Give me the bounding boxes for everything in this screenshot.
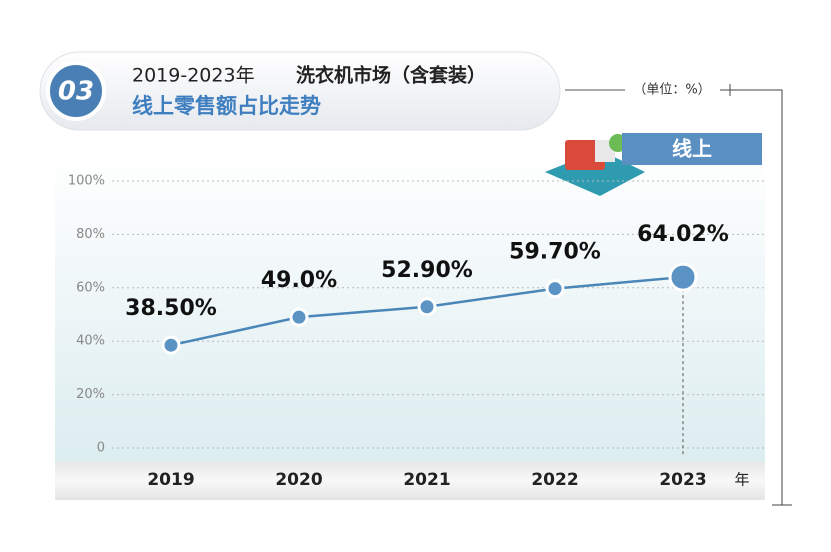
x-tick-label: 2019 bbox=[147, 470, 194, 490]
unit: （单位：%） bbox=[633, 83, 710, 98]
point bbox=[417, 297, 437, 317]
value-label: 52.90% bbox=[381, 258, 473, 283]
point bbox=[289, 307, 309, 327]
series-box bbox=[622, 133, 762, 165]
y-tick-label: 60% bbox=[76, 280, 105, 295]
point bbox=[668, 262, 698, 292]
value-label: 49.0% bbox=[261, 268, 337, 293]
y-tick-label: 100% bbox=[68, 174, 105, 189]
y-tick-label: 20% bbox=[76, 387, 105, 402]
y-tick-label: 0 bbox=[97, 441, 105, 456]
badge: 03 bbox=[58, 77, 94, 107]
y-tick-label: 80% bbox=[76, 227, 105, 242]
badge-circle bbox=[46, 61, 106, 121]
y-tick-label: 40% bbox=[76, 334, 105, 349]
x-tick-label: 2023 bbox=[659, 470, 706, 490]
point bbox=[161, 335, 181, 355]
point bbox=[545, 279, 565, 299]
plot-background bbox=[55, 150, 765, 462]
title: 2019-2023年 bbox=[132, 65, 255, 87]
value-label: 59.70% bbox=[509, 240, 601, 265]
x-tick-label: 2021 bbox=[403, 470, 450, 490]
bracket bbox=[720, 84, 792, 506]
value-label: 38.50% bbox=[125, 296, 217, 321]
x-axis-band bbox=[55, 462, 765, 500]
title-highlight: 洗衣机市场（含套装） bbox=[296, 64, 486, 87]
x-axis-label: 年 bbox=[734, 471, 749, 489]
series-label: 线上 bbox=[672, 137, 712, 161]
x-tick-label: 2020 bbox=[275, 470, 322, 490]
x-tick-label: 2022 bbox=[531, 470, 578, 490]
value-label: 64.02% bbox=[637, 222, 729, 247]
subtitle: 线上零售额占比走势 bbox=[132, 94, 321, 118]
header-pill bbox=[39, 51, 561, 131]
